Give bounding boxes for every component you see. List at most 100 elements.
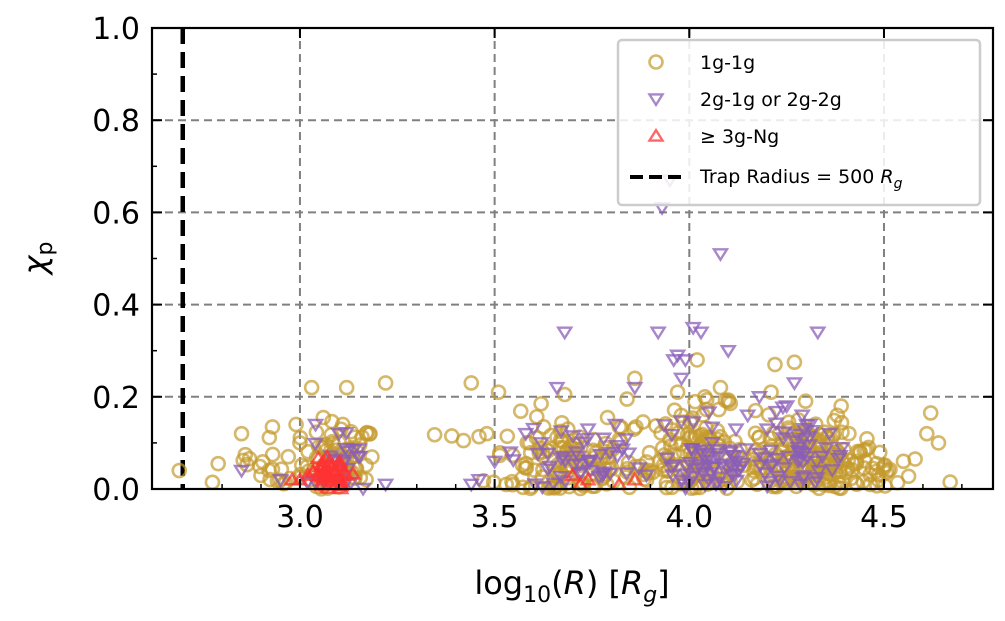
data-point	[793, 409, 811, 424]
data-point	[630, 462, 648, 477]
data-point	[556, 386, 573, 403]
y-tick-label: 0.2	[92, 381, 140, 416]
data-point	[833, 398, 849, 414]
data-point	[721, 444, 740, 459]
data-point	[617, 467, 636, 482]
data-point	[556, 326, 574, 341]
data-point	[658, 479, 675, 496]
data-point	[820, 472, 836, 489]
data-point	[601, 447, 619, 461]
data-point	[788, 428, 806, 443]
data-point	[768, 452, 786, 467]
legend-marker-shape	[647, 93, 665, 108]
data-point	[718, 461, 736, 476]
data-point	[720, 393, 737, 410]
data-point	[876, 458, 892, 474]
data-point	[617, 433, 635, 448]
data-point	[566, 432, 582, 448]
data-point	[781, 475, 799, 490]
legend-marker-2g	[647, 93, 665, 108]
data-point	[808, 472, 826, 487]
legend: 1g-1g 2g-1g or 2g-2g ≥ 3g-Ng Trap Radius…	[616, 38, 982, 207]
data-point	[751, 429, 767, 446]
data-point	[512, 403, 529, 420]
data-point	[552, 452, 570, 467]
data-point	[785, 377, 804, 392]
data-point	[649, 326, 667, 341]
data-point	[641, 444, 658, 461]
data-point	[809, 326, 827, 341]
data-point	[504, 476, 521, 493]
data-point	[767, 405, 785, 420]
data-point	[658, 452, 676, 467]
data-point	[786, 354, 803, 371]
data-point	[672, 372, 691, 387]
data-point	[499, 428, 516, 445]
data-point	[877, 478, 893, 494]
data-point	[567, 446, 586, 461]
data-point	[697, 388, 713, 405]
data-point	[233, 425, 250, 442]
data-point	[619, 391, 635, 407]
data-point	[722, 395, 739, 412]
data-point	[719, 344, 737, 359]
data-point	[338, 379, 355, 396]
data-point	[758, 423, 776, 438]
data-point	[726, 449, 744, 464]
data-point	[791, 478, 810, 493]
data-point	[318, 448, 336, 463]
y-tick-label: 0.0	[92, 473, 140, 508]
data-point	[310, 467, 329, 481]
data-point	[900, 468, 917, 485]
data-point	[326, 462, 344, 477]
data-point	[712, 428, 729, 445]
data-point	[725, 469, 744, 483]
data-point	[708, 447, 727, 462]
data-point	[232, 464, 251, 479]
x-tick-label: 3.0	[276, 500, 324, 535]
data-point	[734, 457, 753, 472]
data-point	[700, 406, 718, 421]
data-point	[264, 419, 281, 435]
data-point	[829, 407, 846, 424]
data-point	[539, 447, 557, 462]
data-point	[462, 478, 480, 493]
data-point	[564, 430, 582, 445]
data-point	[663, 428, 681, 443]
data-point	[533, 481, 552, 496]
data-point	[563, 467, 582, 481]
data-point	[581, 454, 599, 469]
data-point	[689, 352, 705, 368]
data-point	[306, 437, 325, 452]
data-point	[544, 477, 563, 492]
data-point	[684, 416, 703, 431]
legend-label-2g: 2g-1g or 2g-2g	[700, 89, 842, 111]
data-point	[727, 423, 745, 438]
data-point	[280, 448, 297, 465]
x-tick-label: 3.5	[471, 500, 519, 535]
y-tick-label: 1.0	[92, 12, 140, 47]
data-point	[541, 460, 559, 475]
data-point	[313, 468, 331, 483]
data-point	[817, 442, 835, 457]
legend-marker-shape	[647, 127, 665, 142]
data-point	[303, 379, 320, 396]
data-point	[594, 432, 613, 447]
data-point	[930, 435, 947, 451]
data-point	[529, 447, 547, 462]
data-point	[575, 436, 593, 451]
data-point	[292, 429, 309, 446]
y-tick-label: 0.8	[92, 104, 140, 139]
data-point	[755, 452, 773, 467]
data-point	[655, 419, 673, 434]
data-point	[701, 467, 720, 481]
data-point	[532, 437, 551, 452]
data-point	[533, 395, 549, 412]
legend-marker-shape	[648, 54, 664, 70]
data-point	[761, 444, 780, 459]
data-point	[590, 471, 608, 485]
data-point	[628, 419, 644, 435]
data-point	[779, 450, 798, 465]
data-point	[626, 370, 643, 387]
data-point	[350, 443, 368, 458]
